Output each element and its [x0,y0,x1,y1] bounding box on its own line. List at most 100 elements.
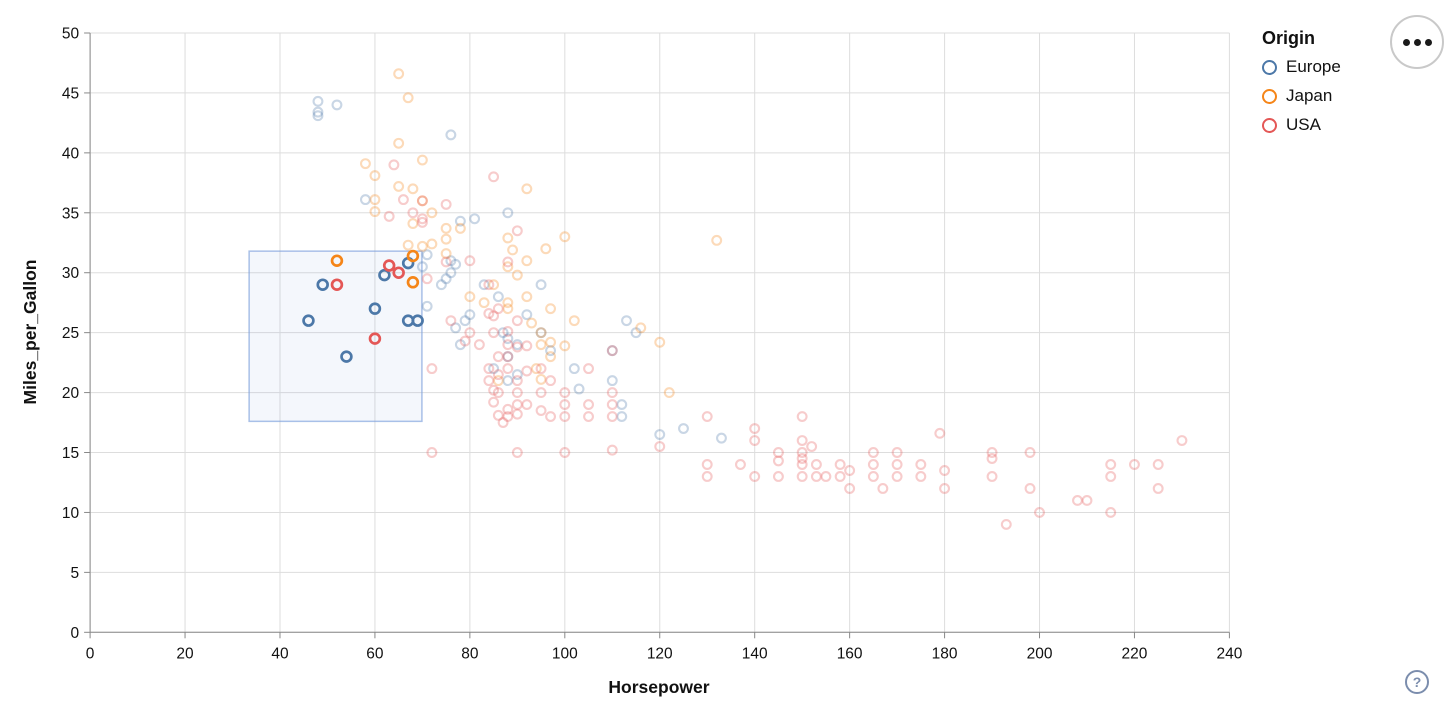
data-point[interactable] [492,375,504,387]
data-point[interactable] [492,303,504,315]
data-point[interactable] [440,233,452,245]
data-point[interactable] [502,232,514,244]
data-point[interactable] [568,315,580,327]
data-point[interactable] [478,297,490,309]
data-point[interactable] [492,351,504,363]
data-point[interactable] [478,279,490,291]
data-point[interactable] [454,339,466,351]
data-point[interactable] [654,429,666,440]
data-point[interactable] [359,194,371,206]
data-point[interactable] [492,291,504,303]
data-point[interactable] [796,453,808,464]
data-point[interactable] [406,276,420,289]
actions-menu-button[interactable] [1390,15,1444,69]
data-point[interactable] [426,363,438,375]
data-point[interactable] [535,327,547,339]
data-point[interactable] [445,129,457,141]
data-point[interactable] [488,279,500,291]
data-point[interactable] [772,455,784,467]
data-point[interactable] [483,308,495,319]
data-point[interactable] [511,387,523,399]
data-point[interactable] [616,399,628,411]
data-point[interactable] [796,435,808,446]
data-point[interactable] [445,255,457,267]
data-point[interactable] [464,255,476,267]
data-point[interactable] [507,244,519,256]
data-point[interactable] [426,238,438,250]
data-point[interactable] [1024,447,1036,458]
data-point[interactable] [606,345,618,357]
data-point[interactable] [502,403,514,415]
data-point[interactable] [735,459,746,470]
data-point[interactable] [511,341,523,353]
data-point[interactable] [378,268,391,282]
data-point[interactable] [716,432,727,444]
data-point[interactable] [867,447,879,458]
data-point[interactable] [820,471,832,482]
data-point[interactable] [440,198,452,210]
data-point[interactable] [454,215,466,227]
help-button[interactable]: ? [1405,670,1429,694]
data-point[interactable] [606,375,618,387]
data-point[interactable] [986,453,998,464]
data-point[interactable] [749,435,761,446]
data-point[interactable] [502,256,514,268]
data-point[interactable] [1034,506,1045,518]
data-point[interactable] [796,411,808,423]
data-point[interactable] [469,213,481,225]
data-point[interactable] [426,207,438,219]
data-point[interactable] [891,447,903,458]
data-point[interactable] [1176,435,1188,446]
data-point[interactable] [369,194,381,206]
data-point[interactable] [416,154,428,166]
data-point[interactable] [402,92,414,104]
data-point[interactable] [545,345,557,357]
data-point[interactable] [772,471,784,482]
data-point[interactable] [416,195,428,207]
data-point[interactable] [796,459,808,470]
data-point[interactable] [502,375,514,387]
data-point[interactable] [497,327,509,339]
data-point[interactable] [393,180,405,192]
data-point[interactable] [502,297,514,309]
data-point[interactable] [834,471,846,482]
data-point[interactable] [772,447,784,458]
data-point[interactable] [402,239,414,251]
data-point[interactable] [606,345,618,357]
data-point[interactable] [450,322,462,334]
data-point[interactable] [583,363,594,375]
data-point[interactable] [331,99,343,111]
data-point[interactable] [369,170,381,182]
data-point[interactable] [939,483,951,494]
data-point[interactable] [382,259,396,272]
data-point[interactable] [483,363,495,375]
data-point[interactable] [844,483,856,494]
data-point[interactable] [426,447,438,458]
data-point[interactable] [312,95,324,107]
data-point[interactable] [473,339,485,351]
data-point[interactable] [421,273,433,285]
data-point[interactable] [392,266,405,279]
data-point[interactable] [1152,459,1164,470]
data-point[interactable] [388,159,400,171]
data-point[interactable] [526,317,538,329]
data-point[interactable] [545,351,557,363]
data-point[interactable] [606,444,618,456]
data-point[interactable] [411,314,424,327]
data-point[interactable] [621,315,632,327]
data-point[interactable] [316,278,329,291]
data-point[interactable] [535,339,547,351]
data-point[interactable] [545,336,557,348]
data-point[interactable] [701,459,713,470]
data-point[interactable] [421,249,433,261]
data-point[interactable] [1072,495,1083,506]
data-point[interactable] [701,411,713,423]
data-point[interactable] [359,158,371,170]
data-point[interactable] [368,332,382,345]
data-point[interactable] [502,333,514,345]
data-point[interactable] [464,327,476,339]
data-point[interactable] [749,423,761,434]
data-point[interactable] [502,339,514,351]
data-point[interactable] [701,471,713,482]
